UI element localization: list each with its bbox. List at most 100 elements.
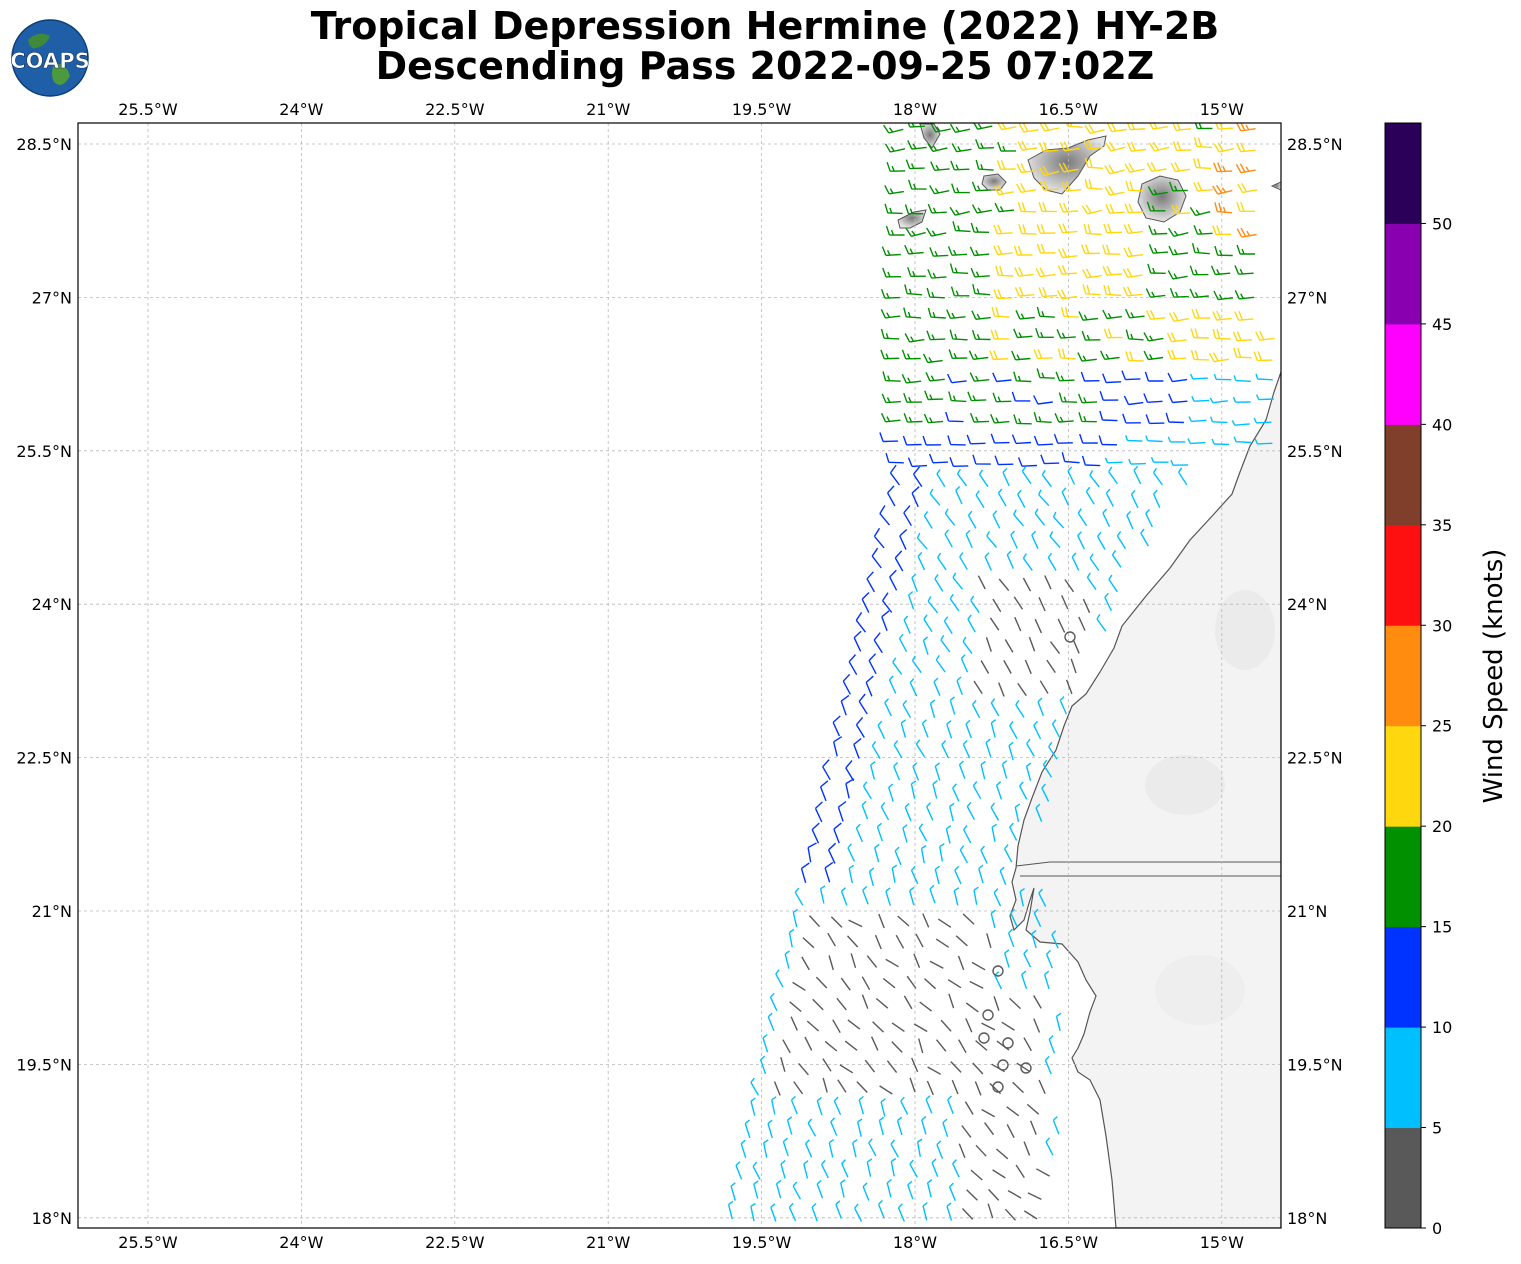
- wind-barb: [998, 682, 1005, 697]
- colorbar-segment: [1385, 725, 1421, 827]
- wind-barb: [861, 994, 869, 1009]
- wind-barb: [1233, 436, 1252, 444]
- wind-barb: [881, 610, 890, 632]
- wind-barb: [944, 529, 953, 548]
- wind-barb: [835, 1200, 842, 1219]
- wind-barb: [973, 886, 979, 905]
- wind-barb: [770, 1203, 777, 1222]
- wind-barb: [832, 715, 841, 737]
- wind-barb: [948, 391, 967, 403]
- wind-barb: [993, 289, 1013, 300]
- wind-barb: [1046, 659, 1056, 673]
- wind-barb: [1013, 596, 1024, 610]
- wind-barb: [1033, 435, 1053, 446]
- wind-barb: [975, 139, 995, 149]
- wind-barb: [926, 330, 946, 341]
- wind-barb: [882, 371, 901, 382]
- calm-circle: [1064, 631, 1076, 643]
- wind-barb: [1125, 435, 1143, 442]
- wind-barb: [917, 551, 926, 571]
- wind-barb: [947, 1095, 954, 1114]
- wind-barb: [1028, 636, 1036, 652]
- wind-barb: [1123, 247, 1144, 258]
- wind-barb: [1026, 738, 1035, 757]
- wind-barb: [1234, 310, 1254, 321]
- wind-barb: [890, 1158, 897, 1177]
- wind-barb: [966, 1189, 978, 1201]
- wind-barb: [1125, 329, 1144, 341]
- wind-barb: [904, 802, 912, 822]
- wind-barb: [927, 143, 948, 153]
- wind-barb: [1210, 265, 1231, 276]
- wind-barb: [981, 1022, 996, 1031]
- wind-barb: [994, 202, 1015, 213]
- wind-barb: [861, 592, 870, 613]
- wind-barb: [1078, 412, 1097, 423]
- wind-barb: [1043, 970, 1050, 990]
- wind-barb: [1099, 390, 1119, 401]
- wind-barb: [971, 310, 991, 320]
- wind-barb: [993, 888, 1002, 907]
- colorbar-segment: [1385, 826, 1421, 928]
- wind-barb: [950, 286, 970, 297]
- wind-barb: [951, 183, 970, 194]
- wind-barb: [816, 1096, 823, 1116]
- colorbar-segment: [1385, 424, 1421, 526]
- wind-barb: [866, 955, 878, 968]
- wind-barb: [1021, 970, 1028, 989]
- wind-barb: [1145, 414, 1165, 425]
- wind-barb: [879, 1085, 893, 1095]
- wind-barb: [844, 1040, 858, 1051]
- wind-barb: [1166, 332, 1187, 343]
- wind-barb: [750, 1077, 760, 1096]
- wind-barb: [952, 221, 971, 233]
- tick-label: 18°W: [893, 100, 937, 119]
- wind-barb: [1082, 598, 1091, 614]
- wind-barb: [1236, 244, 1256, 255]
- wind-barb: [949, 457, 969, 467]
- wind-barb: [1016, 1062, 1030, 1072]
- wind-barb: [894, 550, 904, 572]
- wind-barb: [1051, 930, 1059, 949]
- tick-label: 25.5°W: [118, 100, 178, 119]
- wind-barb: [956, 676, 963, 695]
- wind-barb: [911, 486, 920, 508]
- wind-barb: [1065, 679, 1073, 695]
- wind-barb: [1253, 351, 1273, 362]
- wind-barb: [1255, 373, 1273, 381]
- wind-barb: [905, 227, 926, 237]
- wind-barb: [888, 783, 894, 802]
- wind-barb: [807, 842, 817, 863]
- island-fuerteventura: [1270, 181, 1281, 191]
- wind-barb: [937, 552, 947, 571]
- wind-barb: [780, 1057, 786, 1072]
- wind-barb: [1214, 202, 1233, 214]
- wind-barb: [950, 1061, 962, 1073]
- wind-barb: [967, 391, 987, 402]
- wind-barb: [1128, 458, 1146, 465]
- wind-barb: [832, 1019, 841, 1034]
- wind-barb: [880, 802, 890, 821]
- wind-barb: [782, 1137, 789, 1157]
- tick-label: 25.5°N: [1287, 442, 1343, 461]
- wind-barb: [989, 350, 1009, 361]
- wind-barb: [1031, 929, 1037, 949]
- wind-barb: [1126, 123, 1146, 131]
- wind-barb: [985, 637, 992, 652]
- wind-barb: [861, 976, 871, 991]
- wind-barb: [767, 1012, 775, 1031]
- colorbar-tick-label: 0: [1432, 1219, 1442, 1238]
- wind-barb: [1188, 416, 1207, 423]
- wind-barb: [1034, 618, 1043, 634]
- wind-barb: [763, 1139, 769, 1158]
- wind-barb: [1040, 454, 1060, 465]
- wind-barb: [1064, 579, 1075, 593]
- wind-barb: [727, 1200, 734, 1220]
- wind-barb: [1016, 163, 1037, 174]
- wind-barb: [870, 761, 876, 780]
- wind-barb: [1052, 1116, 1060, 1135]
- wind-barb: [901, 349, 921, 360]
- colorbar-segment: [1385, 1027, 1421, 1129]
- wind-barb: [991, 823, 997, 843]
